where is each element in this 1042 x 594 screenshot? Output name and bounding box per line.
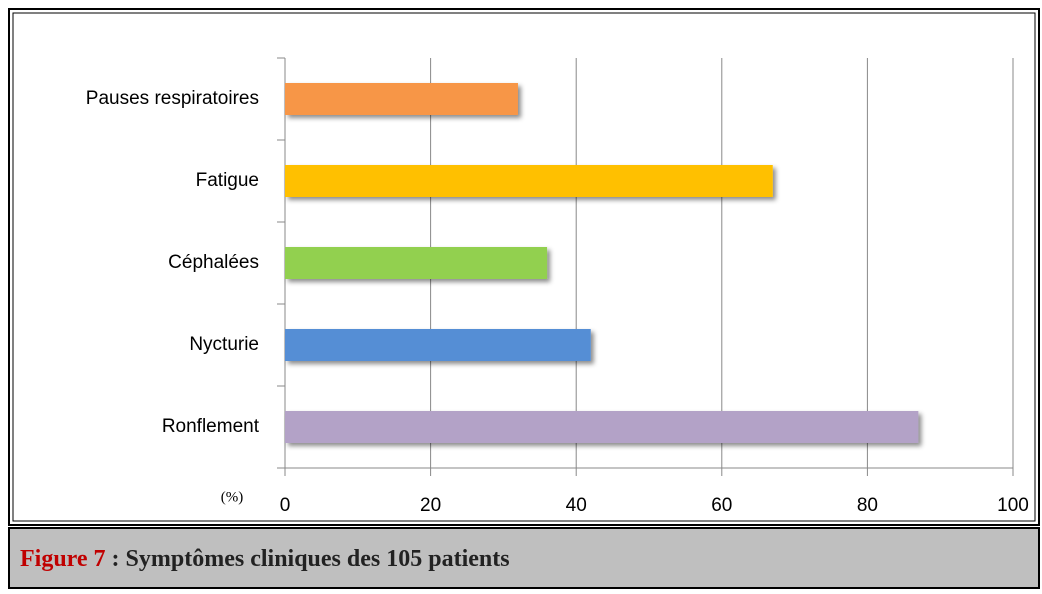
chart-frame-inner [12, 12, 1036, 522]
y-tick-label: Pauses respiratoires [86, 88, 259, 109]
bar [285, 83, 518, 115]
caption: Figure 7: Symptômes cliniques des 105 pa… [20, 546, 510, 572]
x-axis-label: (%) [221, 489, 244, 505]
x-tick-label: 20 [420, 495, 441, 516]
caption-box [8, 527, 1040, 589]
x-tick-label: 80 [857, 495, 878, 516]
bar [285, 329, 591, 361]
caption-text: : Symptômes cliniques des 105 patients [112, 546, 510, 572]
bar [285, 411, 919, 443]
bar [285, 247, 548, 279]
x-tick-label: 60 [711, 495, 732, 516]
y-tick-label: Fatigue [196, 170, 259, 191]
y-tick-label: Céphalées [168, 252, 259, 273]
bar [285, 165, 773, 197]
x-tick-label: 40 [566, 495, 587, 516]
y-tick-label: Nycturie [189, 334, 259, 355]
x-tick-label: 0 [280, 495, 291, 516]
y-tick-label: Ronflement [162, 416, 260, 437]
x-tick-label: 100 [997, 495, 1029, 516]
caption-label: Figure 7 [20, 546, 106, 572]
